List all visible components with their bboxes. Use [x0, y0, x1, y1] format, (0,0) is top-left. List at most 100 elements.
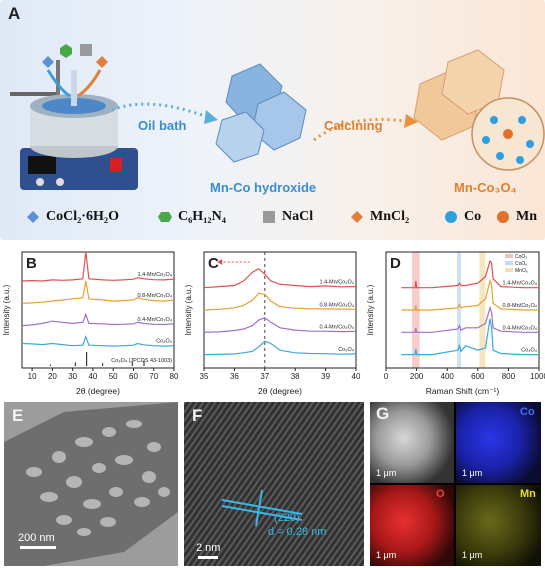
xrd-chart: 1.4-Mn/Co₃O₄ 0.8-Mn/Co₃O₄ 0.4-Mn/Co₃O₄ Co₃O…: [0, 246, 180, 398]
arrow-head-icon: [404, 114, 418, 128]
series-line: [203, 267, 357, 289]
schematic-drawing: [10, 44, 545, 190]
series-line: [401, 305, 539, 333]
calcining-label: Calcining: [324, 118, 383, 133]
legend-label: MnO₆: [515, 268, 528, 274]
x-tick-label: 0: [384, 372, 389, 381]
x-tick-label: 39: [321, 372, 330, 381]
raman-band: [479, 252, 486, 368]
panel-label-d: D: [390, 255, 401, 272]
series-label: 0.8-Mn/Co₃O₄: [503, 303, 538, 309]
legend-swatch: [505, 261, 513, 265]
co-atom-icon: [482, 136, 490, 144]
lattice-marker-line: [255, 489, 263, 527]
x-tick-label: 36: [230, 372, 239, 381]
series-line: [401, 318, 539, 356]
series-line: [203, 317, 357, 333]
lattice-marker-line: [221, 499, 303, 515]
series-label: 0.4-Mn/Co₃O₄: [320, 324, 355, 330]
tem-texture: [4, 402, 178, 566]
scale-bar-label: 2 nm: [196, 542, 221, 554]
mncl2-diamond-icon: [96, 56, 108, 68]
series-label: Co₃O₄: [156, 339, 173, 345]
co-atom-icon: [516, 156, 524, 164]
co-atom-icon: [490, 116, 498, 124]
x-tick-label: 40: [352, 372, 361, 381]
sphere-icon: [497, 211, 509, 223]
oil-bath-arrow: [111, 102, 211, 120]
arrow-head-icon: [217, 259, 223, 265]
panel-label-f: F: [192, 406, 203, 425]
x-tick-label: 37: [260, 372, 269, 381]
synthesis-schematic: A: [0, 0, 545, 240]
x-tick-label: 80: [170, 372, 179, 381]
x-tick-label: 40: [88, 372, 97, 381]
y-axis-label: Intensity (a.u.): [366, 284, 375, 335]
reagent-legend: CoCl₂·6H₂O C₆H₁₂N₄ NaCl MnCl₂ Co Mn: [0, 204, 545, 230]
diamond-icon: [351, 211, 363, 223]
series-label: 0.4-Mn/Co₃O₄: [503, 325, 538, 331]
plot-frame: [21, 251, 175, 369]
x-tick-label: 1000: [530, 372, 545, 381]
x-tick-label: 30: [68, 372, 77, 381]
xrd-zoom-plot: 1.4-Mn/Co₃O₄ 0.8-Mn/Co₃O₄ 0.4-Mn/Co₃O₄ Co₃O…: [184, 251, 361, 396]
legend-label: CoO₆: [515, 261, 527, 267]
hmta-hexagon-icon: [60, 44, 72, 58]
co-atom-icon: [526, 140, 534, 148]
co-atom-icon: [496, 152, 504, 160]
legend-swatch: [505, 254, 513, 258]
legend-swatch: [505, 268, 513, 272]
legend-item: Co: [444, 208, 481, 226]
raman-band: [412, 252, 420, 368]
legend-label: CoO₂: [515, 254, 527, 260]
diamond-icon: [27, 211, 39, 223]
reference-label: Co₃O₄ (JPCDS 43-1003): [111, 358, 172, 364]
series-line: [203, 292, 357, 311]
scale-bar-label: 1 μm: [462, 468, 483, 478]
d-spacing-label: d = 0.28 nm: [268, 526, 327, 538]
series-label: 1.4-Mn/Co₃O₄: [503, 281, 538, 287]
scale-bar-label: 1 μm: [376, 468, 397, 478]
series-line: [21, 312, 175, 327]
hot-plate-display: [28, 156, 56, 174]
hrtem-image: F (220) d = 0.28 nm 2 nm: [184, 402, 364, 566]
eds-label-co: Co: [520, 406, 535, 418]
sphere-icon: [445, 211, 457, 223]
knob-icon: [56, 178, 64, 186]
product-label: Mn-Co₃O₄: [454, 180, 517, 195]
cocl2-diamond-icon: [42, 56, 54, 68]
clamp-rod: [10, 92, 58, 96]
tem-image: E 200 nm: [4, 402, 178, 566]
hexagon-icon: [158, 212, 172, 222]
nacl-cube-icon: [80, 44, 92, 56]
hrtem-texture: [184, 402, 364, 566]
series-line: [401, 259, 539, 289]
co-atom-icon: [518, 116, 526, 124]
legend-item: CoCl₂·6H₂O: [26, 208, 119, 226]
y-axis-label: Intensity (a.u.): [2, 284, 11, 335]
x-tick-label: 10: [28, 372, 37, 381]
flask-neck: [71, 70, 77, 106]
swirl-arrow-icon: [77, 69, 102, 98]
xrd-plot: 1.4-Mn/Co₃O₄ 0.8-Mn/Co₃O₄ 0.4-Mn/Co₃O₄ Co₃O…: [2, 251, 179, 396]
legend-item: Mn: [496, 208, 537, 226]
mn-atom-icon: [503, 129, 513, 139]
intermediate-label: Mn-Co hydroxide: [210, 180, 317, 195]
panel-label-c: C: [208, 255, 219, 272]
xrd-zoom-chart: 1.4-Mn/Co₃O₄ 0.8-Mn/Co₃O₄ 0.4-Mn/Co₃O₄ Co₃O…: [182, 246, 362, 398]
panel-label-b: B: [26, 255, 37, 272]
legend-item: MnCl₂: [350, 208, 409, 226]
panel-label-a: A: [8, 4, 21, 23]
cube-icon: [263, 211, 275, 223]
lattice-plane-label: (220): [274, 512, 300, 524]
x-axis-label: 2θ (degree): [258, 386, 302, 396]
x-tick-label: 20: [48, 372, 57, 381]
scale-bar-label: 1 μm: [462, 550, 483, 560]
series-label: 0.4-Mn/Co₃O₄: [138, 317, 173, 323]
series-label: Co₃O₄: [338, 347, 355, 353]
x-tick-label: 400: [441, 372, 455, 381]
scale-bar-label: 200 nm: [18, 532, 55, 544]
arrow-head-icon: [204, 110, 218, 124]
swirl-arrow-icon: [46, 69, 71, 98]
series-line: [401, 278, 539, 311]
